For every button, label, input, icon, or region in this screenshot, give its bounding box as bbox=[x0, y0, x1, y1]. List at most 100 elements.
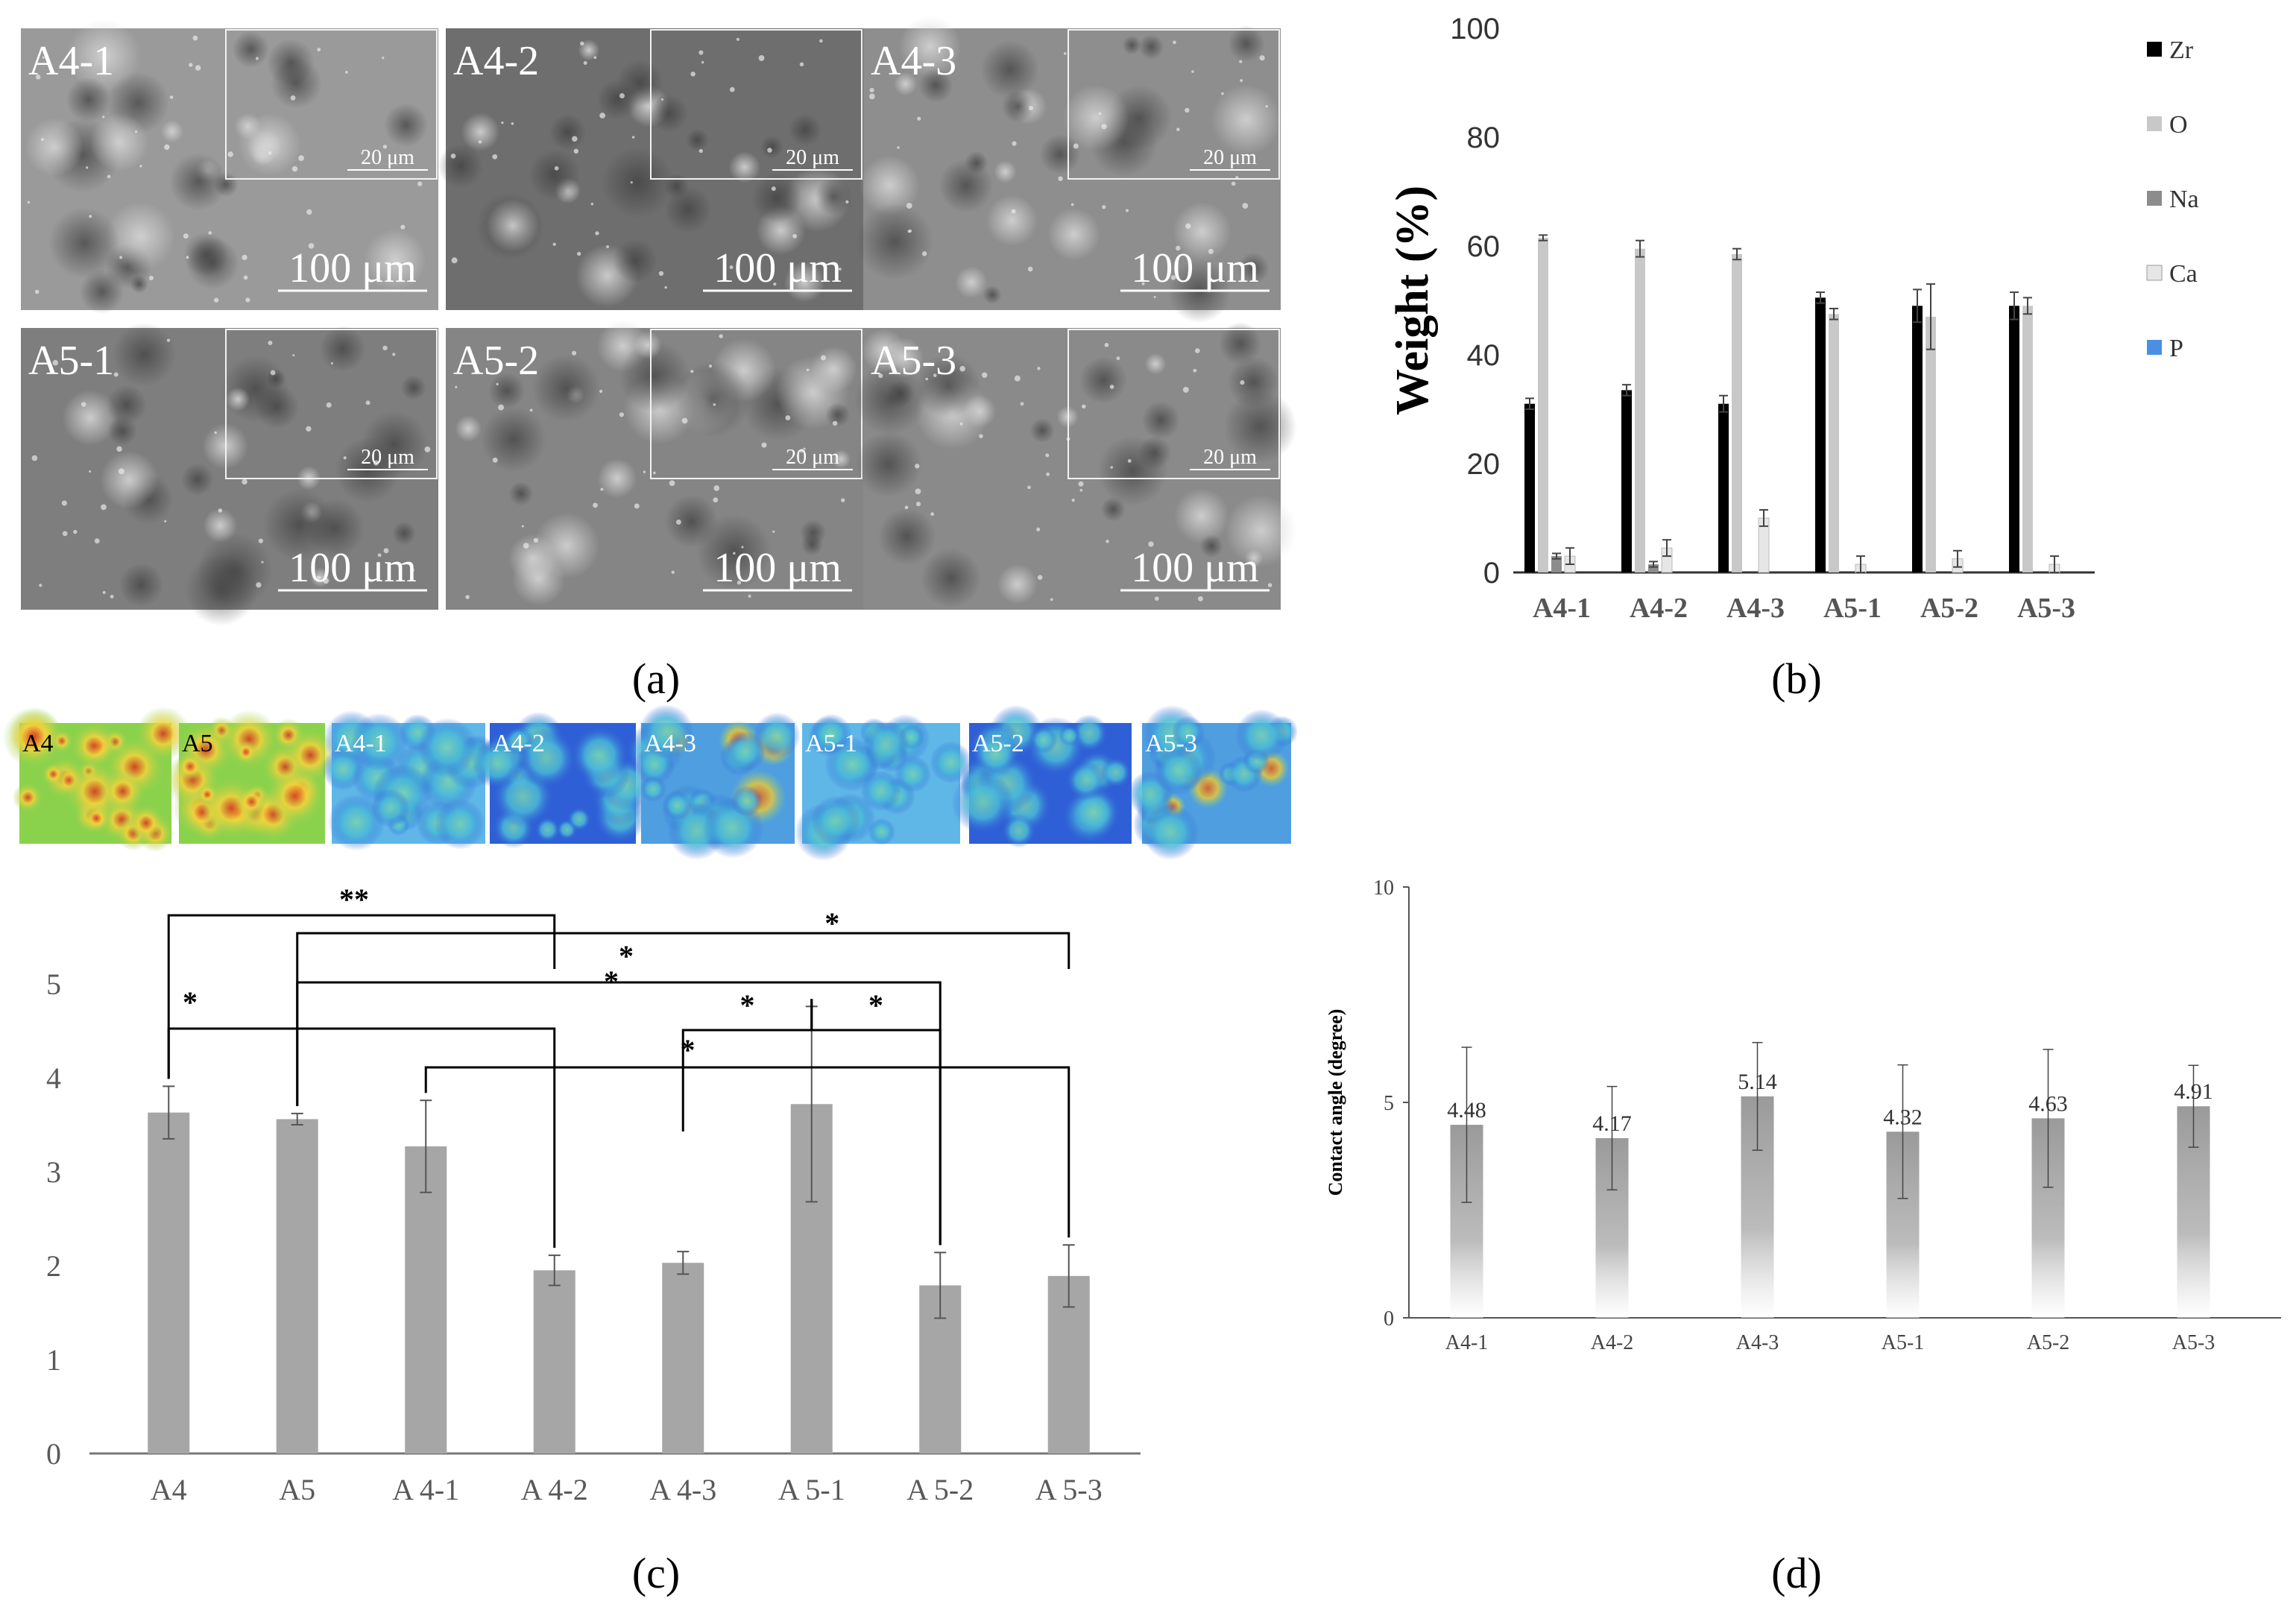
sem-texture-spot bbox=[1047, 208, 1100, 261]
sem-particle bbox=[1197, 596, 1203, 602]
sem-particle bbox=[708, 364, 713, 368]
heatmap-blob bbox=[196, 783, 218, 806]
legend-swatch bbox=[2146, 265, 2163, 281]
sem-particle bbox=[921, 251, 927, 256]
sem-texture-spot bbox=[921, 548, 982, 608]
sem-particle bbox=[698, 50, 704, 55]
sem-particle bbox=[101, 504, 107, 511]
sem-particle bbox=[933, 373, 937, 377]
heatmap-blob bbox=[175, 751, 205, 782]
significance-bracket bbox=[296, 981, 942, 1246]
legend-swatch bbox=[2147, 191, 2162, 206]
sem-particle bbox=[361, 151, 364, 155]
sem-particle bbox=[186, 256, 189, 259]
heatmap-blob bbox=[951, 771, 1015, 834]
sem-inset-frame bbox=[225, 29, 438, 180]
x-tick-label: A4-2 bbox=[1591, 1331, 1634, 1354]
sem-particle bbox=[1046, 472, 1050, 476]
heatmap-blob bbox=[1142, 804, 1199, 860]
sem-particle bbox=[465, 595, 470, 599]
sem-particle bbox=[761, 442, 767, 448]
panel-label-b: (b) bbox=[1771, 654, 1822, 703]
sem-texture-spot bbox=[130, 274, 148, 294]
sem-scale-label: 100 μm bbox=[288, 545, 417, 591]
sem-particle bbox=[1176, 127, 1180, 131]
sem-inset-scale-label: 20 μm bbox=[1203, 146, 1257, 169]
sem-texture-spot bbox=[480, 406, 546, 473]
x-tick-label: A 5-3 bbox=[1035, 1473, 1103, 1506]
sem-particle bbox=[213, 297, 219, 303]
sem-particle bbox=[529, 408, 533, 412]
sem-particle bbox=[599, 389, 603, 394]
sem-particle bbox=[268, 151, 272, 155]
heatmap-blob bbox=[662, 790, 693, 821]
sem-texture-spot bbox=[25, 118, 84, 177]
y-tick-label: 40 bbox=[1467, 339, 1501, 372]
sem-particle bbox=[492, 154, 498, 160]
sem-texture-spot bbox=[649, 94, 688, 133]
sem-particle bbox=[1182, 386, 1189, 393]
significance-bracket bbox=[810, 999, 942, 1246]
sem-texture-spot bbox=[1218, 322, 1262, 365]
y-tick-label: 80 bbox=[1467, 121, 1501, 154]
sem-texture-spot bbox=[271, 57, 322, 109]
sem-texture-spot bbox=[400, 375, 426, 401]
sem-particle bbox=[521, 525, 524, 528]
sem-particle bbox=[1012, 141, 1017, 146]
sem-micrograph-grid: 20 μm 100 μm A4-1 20 μm 100 μm A4-2 20 μm 100 μ… bbox=[21, 15, 1298, 626]
sem-particle bbox=[915, 488, 921, 495]
sem-particle bbox=[806, 368, 810, 372]
legend-label: Ca bbox=[2169, 260, 2198, 288]
sem-texture-spot bbox=[613, 239, 657, 283]
sem-texture-spot bbox=[180, 463, 214, 496]
data-label: 4.63 bbox=[2028, 1091, 2068, 1116]
sem-panel: 20 μm 100 μm A5-1 bbox=[21, 323, 438, 626]
legend-label: Na bbox=[2169, 186, 2199, 213]
y-tick-label: 1 bbox=[46, 1343, 61, 1377]
panel-label-d: (d) bbox=[1771, 1549, 1822, 1597]
heatmap-blob bbox=[863, 721, 909, 767]
data-label: 4.17 bbox=[1592, 1111, 1632, 1136]
sem-particle bbox=[1014, 375, 1021, 382]
sem-particle bbox=[523, 543, 529, 549]
sem-particle bbox=[392, 353, 396, 356]
heatmap-blob bbox=[370, 788, 410, 828]
sem-particle bbox=[166, 338, 171, 342]
sem-texture-spot bbox=[226, 387, 250, 411]
heatmap-blob bbox=[1100, 757, 1132, 789]
sem-particle bbox=[85, 166, 89, 169]
sem-particle bbox=[1050, 598, 1053, 602]
x-tick-label: A 4-1 bbox=[392, 1473, 459, 1506]
sem-texture-spot bbox=[1245, 549, 1264, 567]
sem-particle bbox=[1148, 541, 1154, 547]
sem-texture-spot bbox=[616, 59, 663, 107]
sem-particle bbox=[400, 224, 406, 230]
sem-panel-label: A4-1 bbox=[28, 38, 114, 84]
contact-angle-chart: 0 5 10 Contact angle (degree) 4.48 A4-1 4.17 A4… bbox=[1325, 877, 2281, 1354]
sem-texture-spot bbox=[197, 533, 273, 609]
sem-particle bbox=[243, 275, 248, 280]
sem-panel: 20 μm 100 μm A4-2 bbox=[438, 28, 863, 310]
bar bbox=[405, 1146, 447, 1453]
sem-particle bbox=[729, 265, 734, 270]
sem-particle bbox=[1240, 380, 1245, 385]
sem-particle bbox=[1154, 596, 1159, 601]
x-tick-label: A4-1 bbox=[1533, 593, 1591, 624]
sem-particle bbox=[925, 377, 929, 381]
sem-particle bbox=[979, 434, 983, 438]
sem-particle bbox=[308, 243, 315, 249]
sem-particle bbox=[1037, 367, 1041, 370]
heatmap-blob bbox=[570, 725, 629, 785]
sem-particle bbox=[897, 146, 900, 149]
sem-particle bbox=[1221, 92, 1224, 95]
sem-texture-spot bbox=[238, 113, 301, 177]
sem-particle bbox=[713, 485, 720, 491]
sem-particle bbox=[631, 136, 635, 139]
sem-texture-spot bbox=[107, 385, 147, 426]
x-tick-label: A4 bbox=[151, 1473, 187, 1506]
x-tick-label: A4-2 bbox=[1630, 593, 1688, 624]
heatmap-blob bbox=[127, 804, 165, 842]
sem-particle bbox=[1028, 105, 1033, 110]
sem-particle bbox=[195, 65, 201, 71]
legend-label: O bbox=[2169, 111, 2188, 139]
